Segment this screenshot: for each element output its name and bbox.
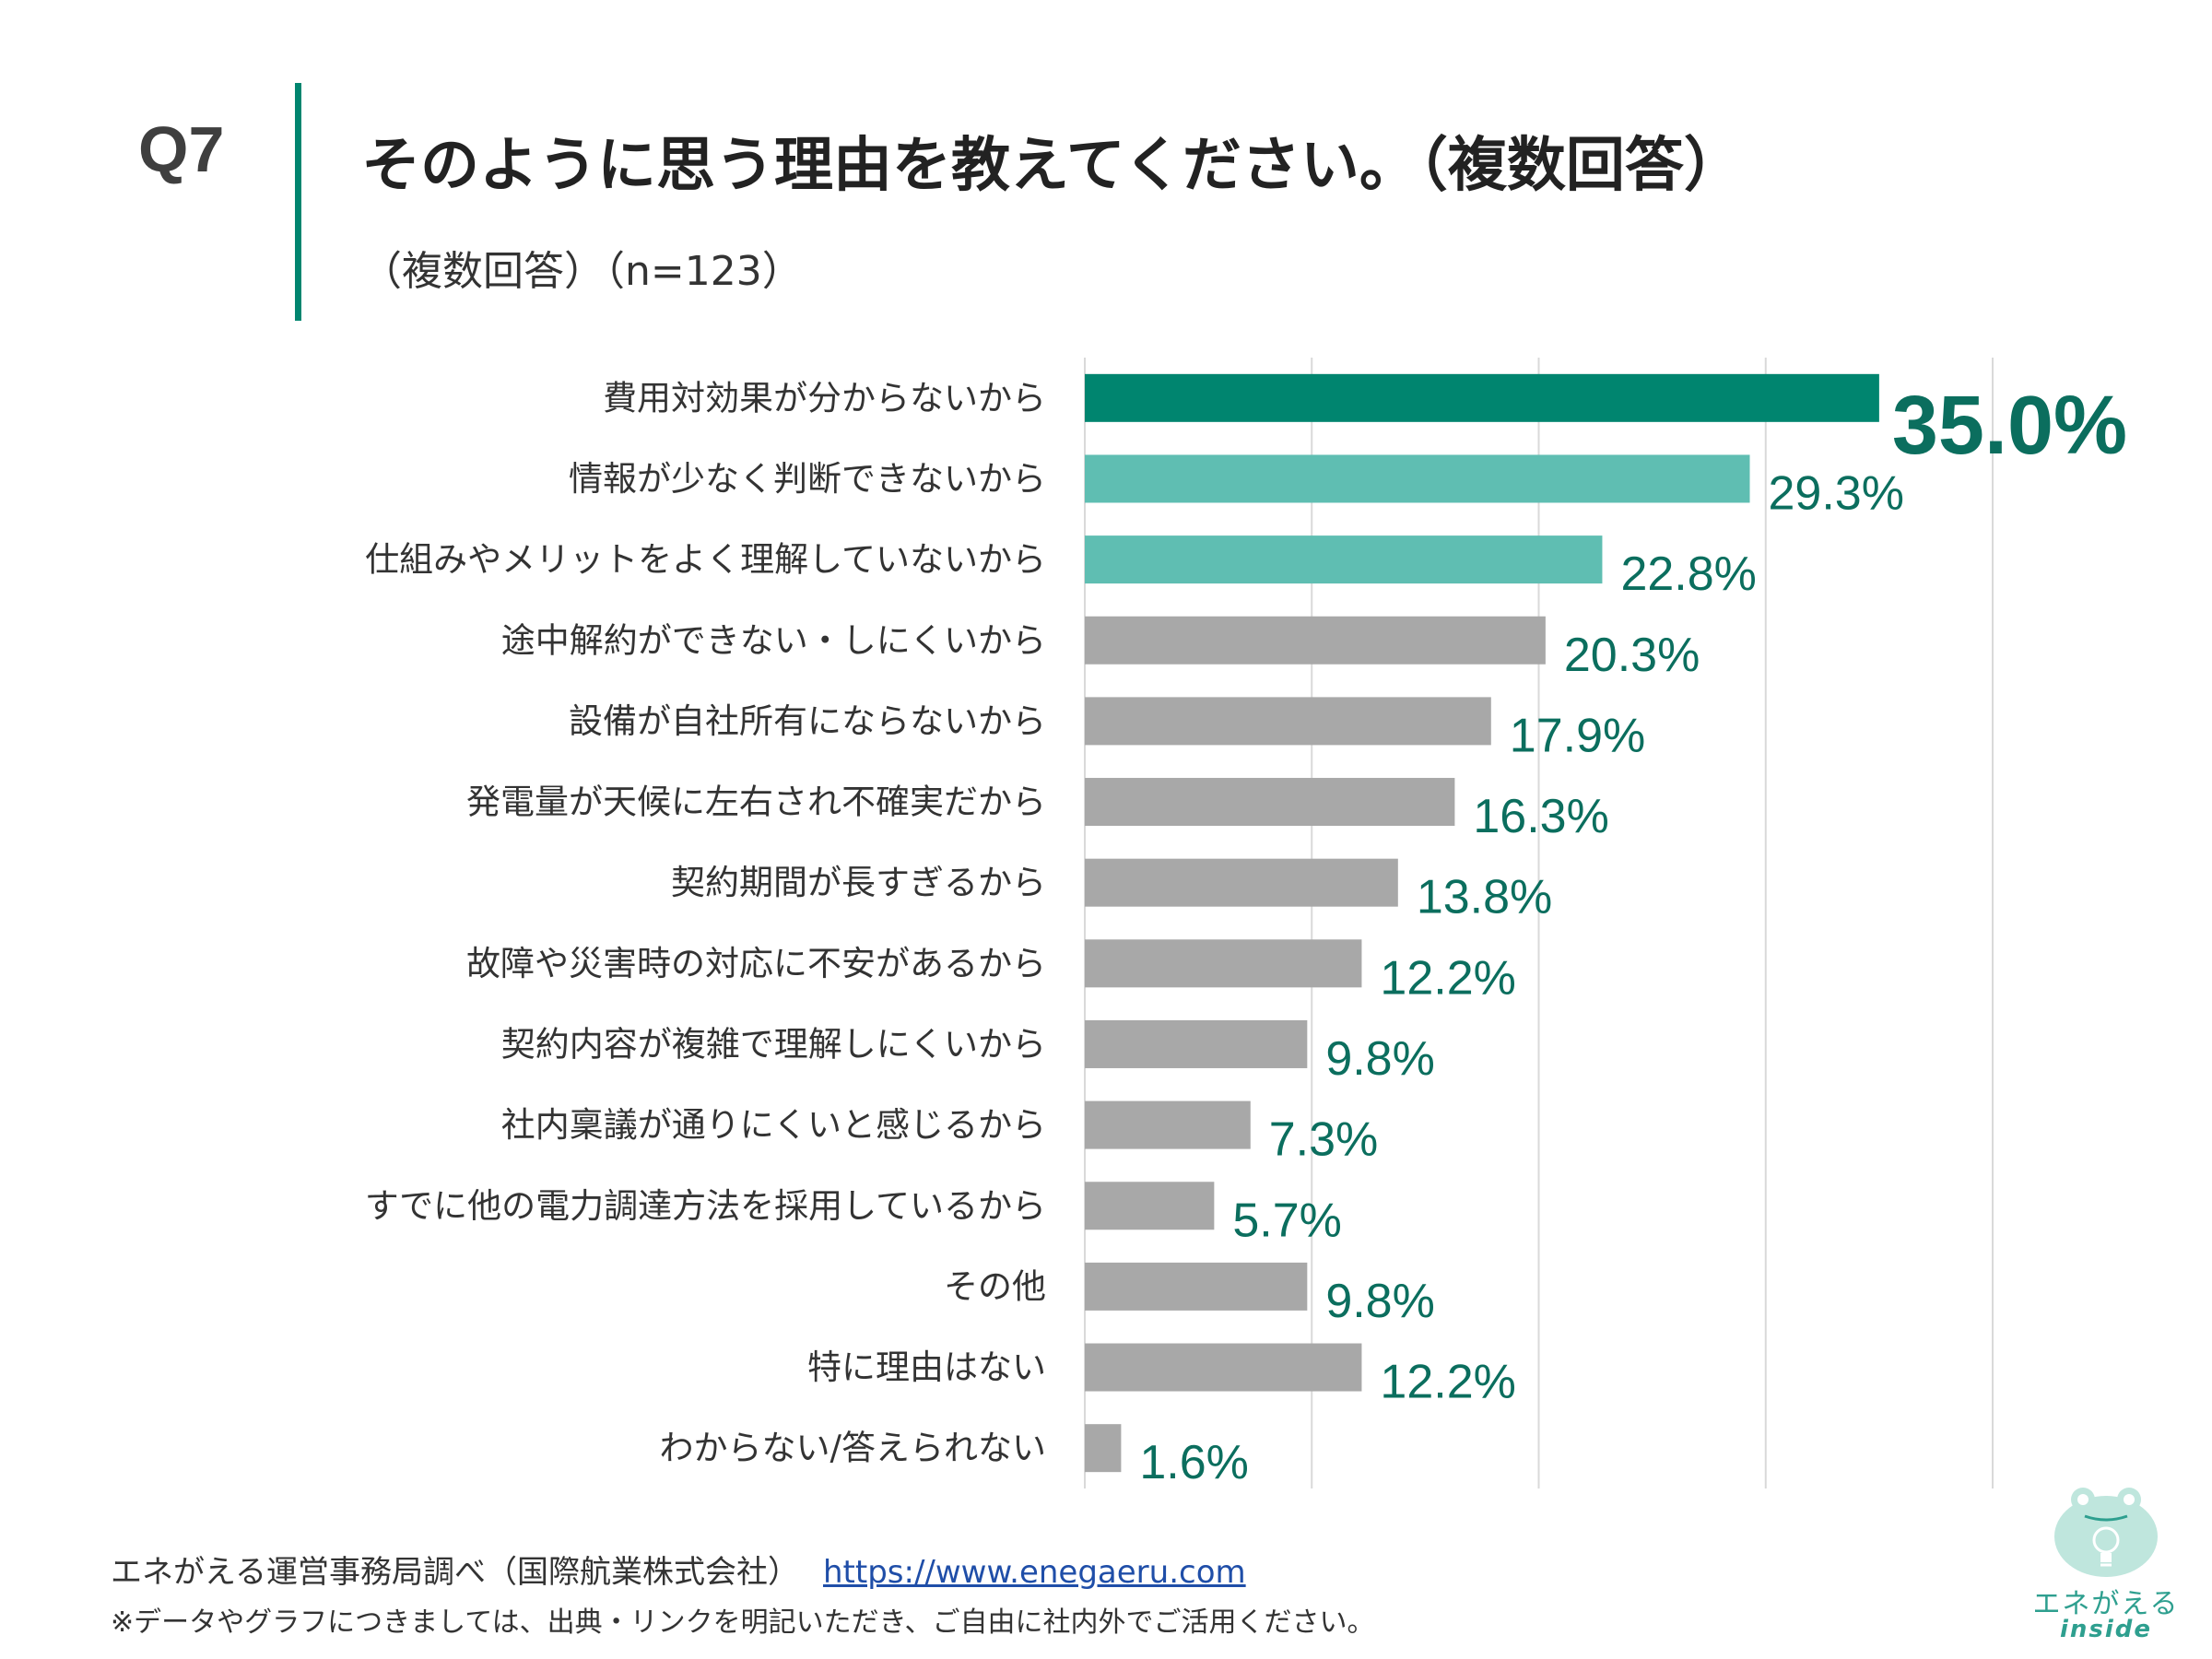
frog-bulb-icon (2054, 1488, 2158, 1577)
question-number: Q7 (138, 113, 225, 185)
category-label: 設備が自社所有にならないから (569, 701, 1046, 741)
bar (1085, 1182, 1215, 1230)
value-label: 17.9% (1510, 709, 1645, 762)
bar (1085, 535, 1603, 584)
value-label: 35.0% (1892, 380, 2127, 472)
value-label: 7.3% (1269, 1113, 1379, 1167)
page-subtitle: （複数回答）（n=123） (361, 248, 803, 295)
bar (1085, 1343, 1362, 1392)
bar-chart: 費用対効果が分からないから 35.0% 情報が少なく判断できないから 29.3% 仕組み… (365, 358, 2127, 1489)
bar (1085, 616, 1546, 665)
category-label: 仕組みやメリットをよく理解していないから (365, 540, 1046, 580)
logo-subtext: inside (2059, 1616, 2153, 1643)
bar (1085, 697, 1491, 746)
bar (1085, 778, 1455, 827)
value-label: 16.3% (1473, 790, 1608, 843)
bar (1085, 1262, 1308, 1311)
value-label: 22.8% (1620, 547, 1756, 601)
category-label: 情報が少なく判断できないから (569, 459, 1046, 499)
bar (1085, 1424, 1122, 1473)
source-link[interactable]: https://www.enegaeru.com (822, 1554, 1246, 1591)
bar (1085, 454, 1750, 503)
value-label: 12.2% (1380, 951, 1515, 1005)
value-label: 5.7% (1232, 1194, 1342, 1247)
category-label: 発電量が天候に左右され不確実だから (466, 782, 1046, 822)
title-accent-bar (295, 83, 301, 321)
category-label: その他 (944, 1266, 1046, 1306)
bar (1085, 373, 1879, 422)
category-label: 故障や災害時の対応に不安があるから (466, 944, 1046, 983)
value-label: 9.8% (1325, 1275, 1435, 1328)
value-label: 29.3% (1769, 466, 1904, 520)
category-label: 費用対効果が分からないから (603, 378, 1046, 418)
value-label: 13.8% (1417, 871, 1552, 924)
value-label: 9.8% (1325, 1032, 1435, 1086)
bar (1085, 858, 1398, 907)
bar (1085, 1100, 1251, 1149)
category-label: 契約内容が複雑で理解しにくいから (501, 1024, 1046, 1064)
category-label: 契約期間が長すぎるから (671, 863, 1046, 902)
category-label: 途中解約ができない・しにくいから (501, 620, 1046, 660)
brand-logo: エネがえる inside (2018, 1479, 2194, 1645)
source-text: エネがえる運営事務局調べ（国際航業株式会社） (111, 1554, 799, 1591)
footer-note: ※データやグラフにつきましては、出典・リンクを明記いただき、ご自由に社内外でご活… (111, 1606, 1375, 1639)
footer-source: エネがえる運営事務局調べ（国際航業株式会社） https://www.enegae… (111, 1547, 1246, 1592)
category-label: 特に理由はない (807, 1347, 1046, 1387)
category-label: すでに他の電力調達方法を採用しているから (365, 1186, 1046, 1226)
bar (1085, 939, 1362, 988)
page-title: そのように思う理由を教えてください。（複数回答） (361, 132, 1743, 200)
value-label: 12.2% (1380, 1356, 1515, 1409)
category-label: 社内稟議が通りにくいと感じるから (501, 1105, 1046, 1145)
logo-wordmark: エネがえる (2032, 1588, 2180, 1620)
bar (1085, 1019, 1308, 1068)
value-label: 20.3% (1564, 629, 1700, 682)
category-label: わからない/答えられない (660, 1429, 1046, 1468)
value-label: 1.6% (1139, 1436, 1249, 1489)
